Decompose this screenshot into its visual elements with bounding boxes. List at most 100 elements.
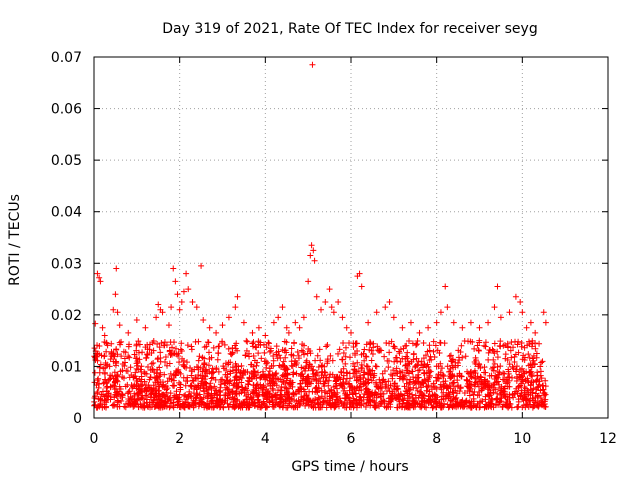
data-point (99, 404, 106, 411)
data-point (532, 390, 539, 397)
data-point (242, 352, 249, 359)
data-point (107, 375, 114, 382)
data-point (327, 352, 334, 359)
data-point (100, 380, 107, 387)
data-point (343, 404, 350, 411)
data-point (447, 352, 454, 359)
data-point (217, 392, 224, 399)
data-point (166, 347, 173, 354)
data-point (409, 368, 416, 375)
data-point (173, 369, 180, 376)
data-point (353, 374, 360, 381)
data-point (215, 349, 222, 356)
data-point (490, 356, 497, 363)
data-point (118, 353, 125, 360)
data-point (274, 375, 281, 382)
data-point (350, 340, 357, 347)
data-point (509, 363, 516, 370)
data-point (432, 342, 439, 349)
data-point (321, 397, 328, 404)
data-point (94, 389, 101, 396)
data-point (511, 359, 518, 366)
data-point (510, 365, 517, 372)
data-point (473, 404, 480, 411)
data-point (238, 384, 245, 391)
data-point (426, 357, 433, 364)
data-point (201, 376, 208, 383)
data-point (342, 395, 349, 402)
data-point (201, 344, 208, 351)
data-point (219, 322, 226, 329)
data-point (497, 363, 504, 370)
data-point (308, 242, 315, 249)
data-point (447, 401, 454, 408)
data-point (312, 385, 319, 392)
data-point (446, 353, 453, 360)
data-point (186, 364, 193, 371)
x-tick-label: 6 (347, 431, 356, 447)
data-point (495, 378, 502, 385)
data-point (420, 369, 427, 376)
data-point (136, 386, 143, 393)
data-point (487, 390, 494, 397)
data-point (299, 377, 306, 384)
data-point (425, 324, 432, 331)
data-point (326, 374, 333, 381)
data-point (279, 404, 286, 411)
data-point (222, 371, 229, 378)
data-point (142, 392, 149, 399)
data-point (278, 383, 285, 390)
data-point (98, 391, 105, 398)
data-point (117, 341, 124, 348)
data-point (204, 393, 211, 400)
data-point (166, 360, 173, 367)
data-point (444, 384, 451, 391)
chart-title: Day 319 of 2021, Rate Of TEC Index for r… (162, 21, 537, 37)
data-point (319, 362, 326, 369)
data-point (328, 393, 335, 400)
data-point (484, 391, 491, 398)
data-point (333, 385, 340, 392)
data-point (116, 403, 123, 410)
data-point (379, 390, 386, 397)
data-point (304, 396, 311, 403)
data-point (518, 343, 525, 350)
data-point (345, 380, 352, 387)
data-point (538, 375, 545, 382)
data-point (223, 384, 230, 391)
data-point (243, 337, 250, 344)
data-point (378, 398, 385, 404)
data-point (521, 354, 528, 361)
data-point (450, 379, 457, 386)
data-point (522, 385, 529, 392)
data-point (485, 319, 492, 326)
data-point (146, 399, 153, 406)
data-point (481, 377, 488, 384)
data-point (127, 364, 134, 371)
data-points (91, 61, 549, 411)
data-point (183, 270, 190, 277)
data-point (134, 359, 141, 366)
data-point (540, 309, 547, 316)
data-point (492, 386, 499, 393)
data-point (206, 403, 213, 410)
data-point (358, 387, 365, 394)
data-point (176, 396, 183, 403)
y-tick-label: 0.06 (51, 102, 82, 118)
data-point (97, 278, 104, 285)
data-point (337, 368, 344, 375)
data-point (162, 354, 169, 361)
data-point (156, 364, 163, 371)
data-point (433, 378, 440, 385)
data-point (529, 397, 536, 404)
data-point (454, 377, 461, 384)
data-point (440, 403, 447, 410)
data-point (529, 337, 536, 344)
data-point (532, 345, 539, 352)
data-point (373, 402, 380, 409)
data-point (340, 365, 347, 372)
data-point (391, 370, 398, 377)
data-point (154, 356, 161, 363)
data-point (512, 351, 519, 358)
data-point (514, 341, 521, 348)
